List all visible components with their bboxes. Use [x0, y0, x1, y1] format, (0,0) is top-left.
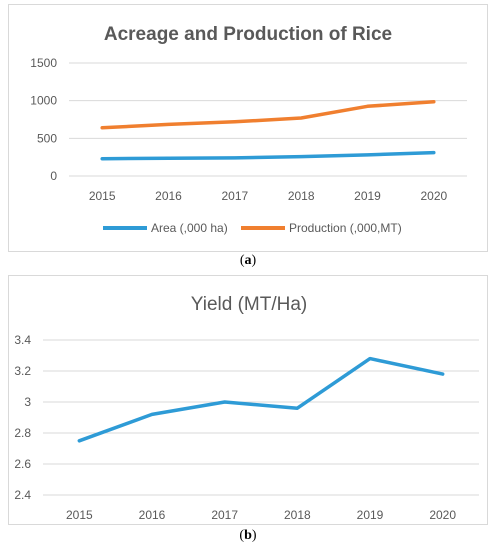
y-tick-label: 0 — [50, 169, 57, 183]
caption-a: (a) — [0, 253, 496, 269]
y-tick-label: 3.2 — [14, 364, 31, 378]
x-tick-label: 2015 — [66, 508, 93, 522]
y-tick-label: 1500 — [30, 56, 57, 70]
x-tick-label: 2018 — [284, 508, 311, 522]
chart-title: Acreage and Production of Rice — [104, 24, 392, 45]
y-tick-label: 3 — [24, 395, 31, 409]
x-tick-label: 2017 — [211, 508, 238, 522]
y-tick-label: 500 — [37, 131, 57, 145]
yield-chart: Yield (MT/Ha) 2.4 2.6 2.8 3 3.2 3.4 2015 2016 201… — [14, 294, 479, 522]
chart-panel-yield: Yield (MT/Ha) 2.4 2.6 2.8 3 3.2 3.4 2015 2016 201… — [8, 275, 488, 525]
chart-title: Yield (MT/Ha) — [191, 294, 307, 315]
y-tick-label: 3.4 — [14, 333, 31, 347]
x-tick-label: 2015 — [89, 189, 116, 203]
y-tick-label: 1000 — [30, 94, 57, 108]
chart-panel-acreage-production: Acreage and Production of Rice 0 500 1000 15… — [8, 4, 488, 252]
caption-b-open: ( — [239, 528, 245, 543]
legend-label-2: Production (,000,MT) — [289, 221, 402, 235]
series-line-2 — [100, 100, 436, 130]
x-tick-label: 2019 — [357, 508, 384, 522]
y-tick-label: 2.4 — [14, 488, 31, 502]
x-tick-label: 2018 — [288, 189, 315, 203]
caption-b-letter: b — [244, 528, 252, 543]
series-line-1 — [77, 356, 445, 443]
caption-b-close: ) — [251, 528, 257, 543]
series-line-1 — [100, 150, 436, 161]
legend-label-1: Area (,000 ha) — [151, 221, 228, 235]
caption-a-letter: a — [244, 253, 252, 268]
x-tick-label: 2016 — [139, 508, 166, 522]
caption-b: (b) — [0, 528, 496, 544]
y-tick-label: 2.6 — [14, 457, 31, 471]
caption-a-open: ( — [239, 253, 245, 268]
x-tick-label: 2016 — [155, 189, 182, 203]
x-tick-label: 2019 — [354, 189, 381, 203]
x-tick-label: 2017 — [221, 189, 248, 203]
y-tick-label: 2.8 — [14, 426, 31, 440]
x-tick-label: 2020 — [429, 508, 456, 522]
caption-a-close: ) — [251, 253, 257, 268]
x-tick-label: 2020 — [420, 189, 447, 203]
acreage-production-chart: Acreage and Production of Rice 0 500 1000 15… — [30, 24, 467, 235]
